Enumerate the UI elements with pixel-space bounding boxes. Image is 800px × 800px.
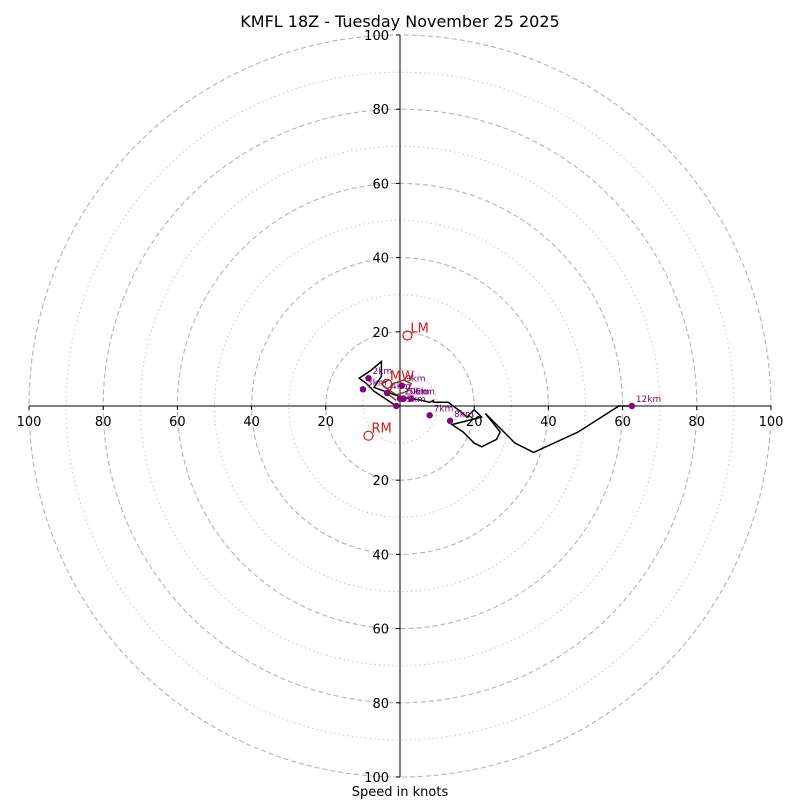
level-label-6km: 6km — [415, 388, 435, 398]
x-tick-label: 60 — [169, 415, 186, 430]
level-label-9km: 9km — [406, 375, 426, 385]
x-tick-label: 40 — [243, 415, 260, 430]
y-tick-label: 80 — [372, 697, 389, 712]
x-tick-label: 80 — [95, 415, 112, 430]
level-point-7km — [426, 412, 433, 419]
chart-title: KMFL 18Z - Tuesday November 25 2025 — [240, 12, 559, 31]
y-tick-label: 40 — [372, 252, 389, 267]
storm-motion-markers: LM RM MW — [363, 322, 429, 441]
level-label-7km: 7km — [434, 404, 454, 414]
level-point-2km — [365, 374, 372, 382]
x-tick-label: 60 — [614, 415, 631, 430]
level-point-4km — [383, 389, 391, 397]
level-label-3km: 3km — [367, 378, 387, 388]
wind-profile-trace — [357, 359, 630, 454]
storm-marker-RM — [363, 430, 374, 441]
y-tick-label: 20 — [372, 474, 389, 489]
y-tick-label: 80 — [372, 103, 389, 118]
height-level-markers: 2km3km4km5km6km7km8km9km10km11km12km — [359, 367, 661, 425]
level-point-10km — [396, 395, 404, 402]
x-axis-label: Speed in knots — [352, 785, 449, 800]
level-label-11km: 11km — [400, 395, 425, 405]
level-point-6km — [407, 395, 415, 402]
storm-label-LM: LM — [410, 322, 428, 337]
storm-marker-MW — [381, 378, 393, 389]
x-tick-label: 100 — [17, 415, 42, 430]
storm-marker-LM — [402, 330, 413, 341]
tick-labels: 100 80 60 40 20 20 40 60 80 100 100 80 60 40 20 20 40 60 8… — [17, 29, 784, 786]
y-tick-label: 100 — [364, 29, 389, 44]
level-label-5km: 5km — [408, 388, 428, 398]
storm-label-MW: MW — [390, 370, 414, 385]
level-label-8km: 8km — [454, 410, 474, 420]
x-tick-label: 20 — [318, 415, 335, 430]
level-point-8km — [446, 417, 454, 425]
level-point-3km — [359, 386, 367, 393]
x-tick-label: 100 — [759, 415, 784, 430]
axes — [29, 35, 771, 777]
level-point-9km — [398, 382, 406, 389]
x-tick-label: 20 — [466, 415, 483, 430]
level-point-12km — [628, 402, 636, 410]
level-label-10km: 10km — [404, 388, 429, 398]
y-tick-label: 40 — [372, 548, 389, 563]
y-tick-label: 60 — [372, 623, 389, 638]
storm-label-RM: RM — [371, 422, 391, 437]
y-tick-label: 100 — [364, 771, 389, 786]
y-tick-label: 60 — [372, 177, 389, 192]
level-label-12km: 12km — [636, 395, 661, 405]
level-point-11km — [393, 402, 400, 410]
level-label-2km: 2km — [372, 367, 392, 377]
y-tick-label: 20 — [372, 326, 389, 341]
x-tick-label: 40 — [540, 415, 557, 430]
x-tick-label: 80 — [689, 415, 706, 430]
